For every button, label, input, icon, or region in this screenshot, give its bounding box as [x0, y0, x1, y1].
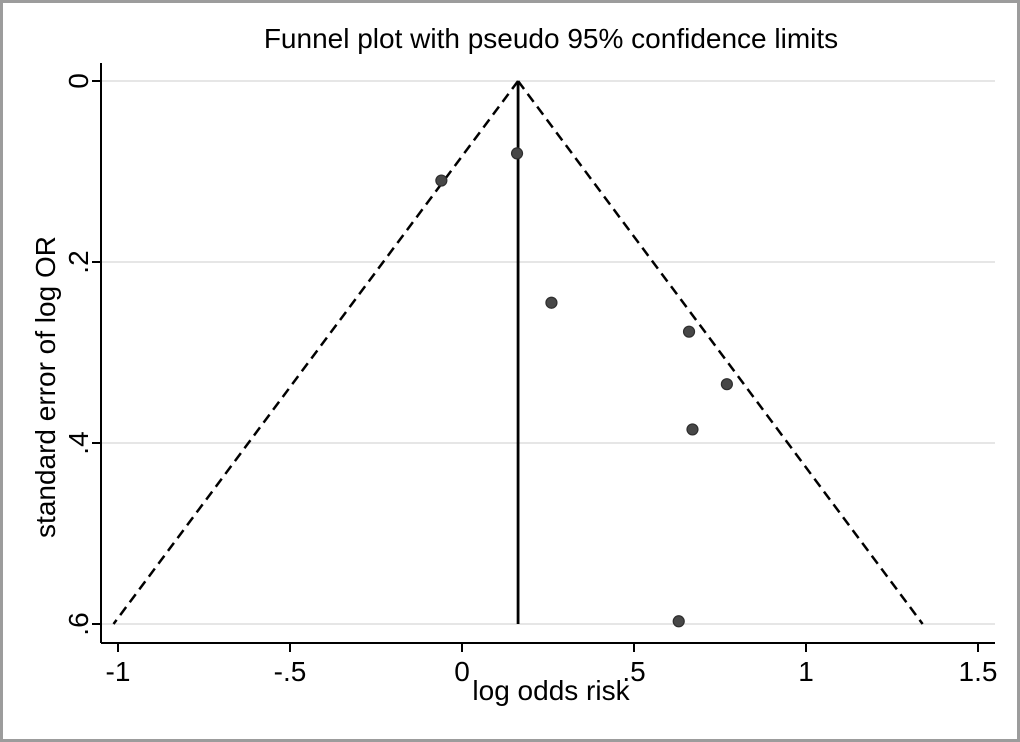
- x-tick-label: 1.5: [959, 656, 998, 687]
- y-tick-label: 0: [63, 73, 94, 89]
- data-point: [720, 378, 733, 391]
- data-point: [686, 423, 699, 436]
- funnel-right-limit-line: [517, 80, 924, 625]
- x-tick-label: .5: [622, 656, 645, 687]
- data-point: [682, 325, 696, 338]
- x-tick-label: 0: [454, 656, 470, 687]
- y-tick-label: .4: [63, 431, 94, 454]
- x-tick-label: -.5: [274, 656, 307, 687]
- chart-title: Funnel plot with pseudo 95% confidence l…: [263, 23, 839, 54]
- y-tick-label: .2: [63, 250, 94, 273]
- data-point: [435, 174, 448, 187]
- data-point: [510, 147, 524, 160]
- data-point: [545, 296, 558, 309]
- y-axis-label: standard error of log OR: [30, 236, 61, 538]
- y-tick-label: .6: [63, 612, 94, 635]
- x-axis-label: log odds risk: [472, 675, 630, 706]
- x-tick-label: 1: [798, 656, 814, 687]
- data-point: [672, 615, 685, 628]
- funnel-plot-canvas: 0 .2 .4 .6 -1 -.5 0 .5 1 1.5: [63, 63, 998, 687]
- funnel-left-limit-line: [112, 80, 520, 625]
- x-tick-label: -1: [106, 656, 131, 687]
